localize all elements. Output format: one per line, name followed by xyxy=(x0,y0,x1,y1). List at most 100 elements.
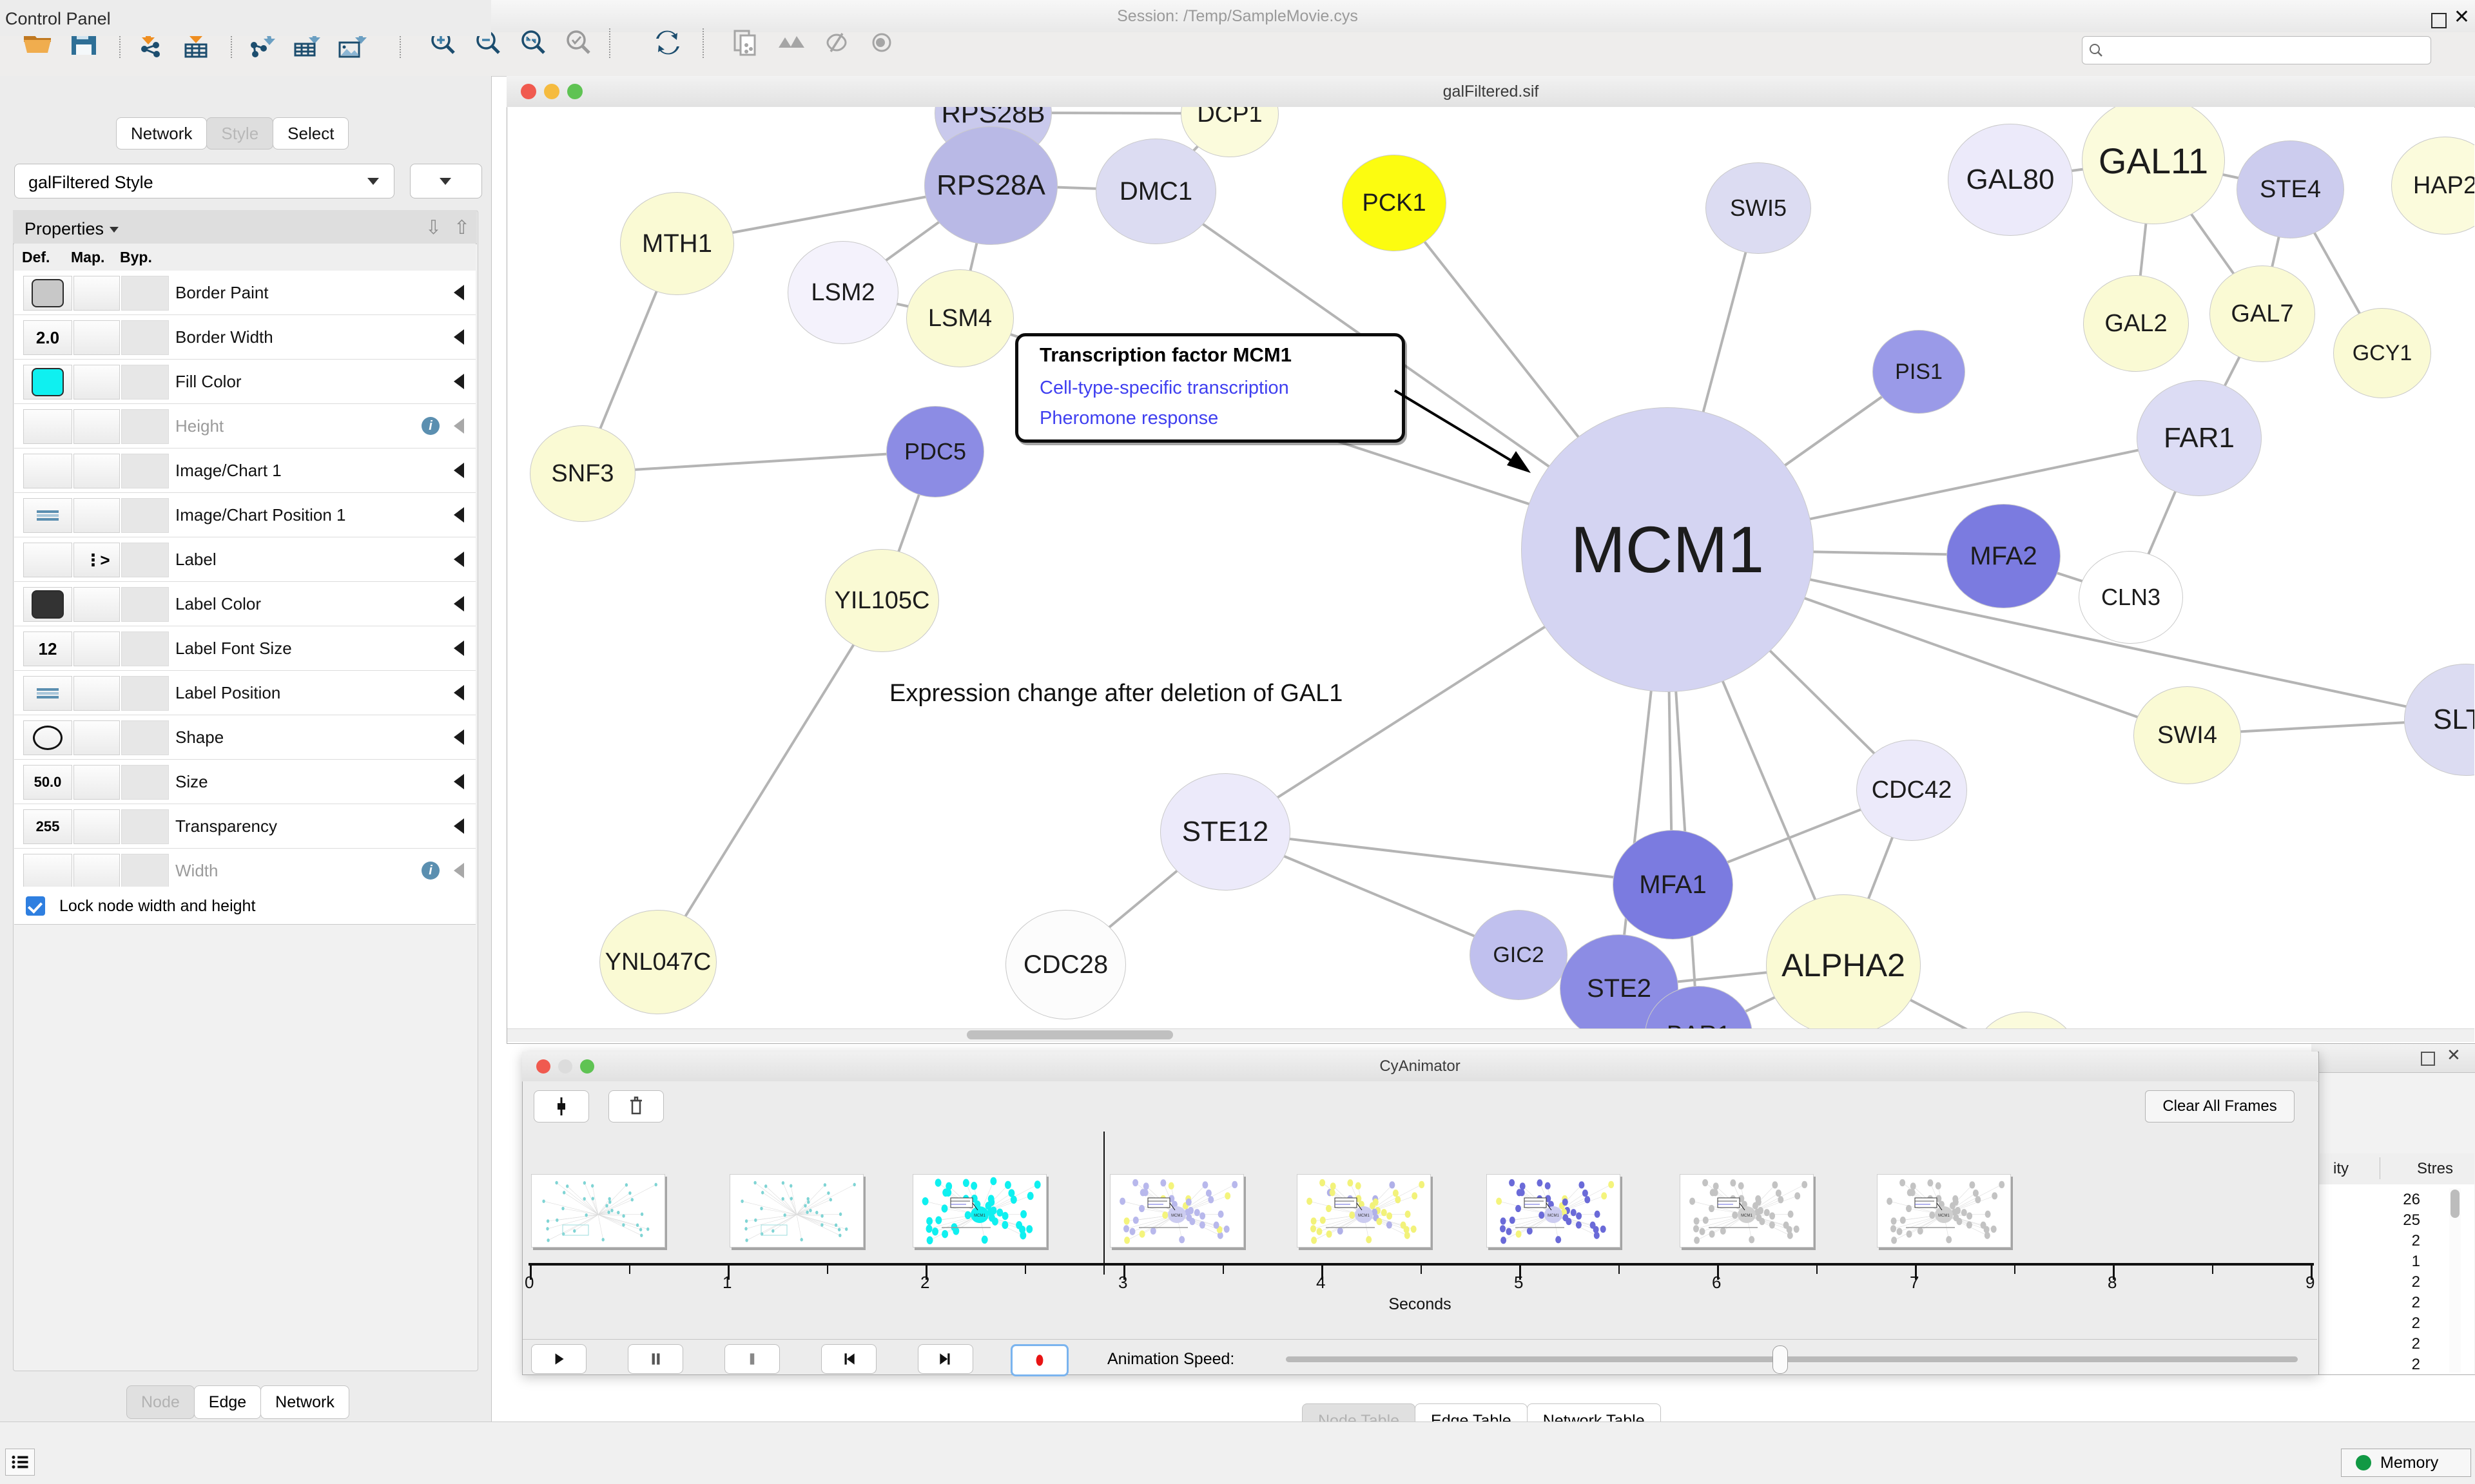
property-mapping-cell[interactable] xyxy=(73,320,120,355)
animation-frame[interactable]: MCM1 xyxy=(1877,1174,2011,1248)
property-mapping-cell[interactable] xyxy=(73,765,120,800)
property-bypass-cell[interactable] xyxy=(121,543,169,577)
import-network-icon[interactable] xyxy=(128,23,177,63)
property-bypass-cell[interactable] xyxy=(121,854,169,889)
cyanimator-close-dot[interactable] xyxy=(536,1059,550,1074)
network-close-dot[interactable] xyxy=(521,84,536,99)
network-node[interactable]: GAL80 xyxy=(1948,124,2073,236)
table-column-stress[interactable]: Stres xyxy=(2417,1160,2454,1177)
cyanimator-maximize-dot[interactable] xyxy=(580,1059,594,1074)
property-row[interactable]: Shape xyxy=(14,715,476,760)
network-node[interactable]: SWI4 xyxy=(2133,686,2241,784)
network-node[interactable]: GAL7 xyxy=(2209,265,2315,362)
network-node[interactable]: SWI5 xyxy=(1705,162,1811,254)
expand-property-icon[interactable] xyxy=(454,329,464,345)
property-bypass-cell[interactable] xyxy=(121,587,169,622)
property-default-cell[interactable]: 255 xyxy=(23,809,72,844)
search-input[interactable] xyxy=(2082,36,2431,64)
network-node[interactable]: MFA1 xyxy=(1613,830,1733,940)
property-default-cell[interactable] xyxy=(23,720,72,755)
network-node[interactable]: GAL2 xyxy=(2083,275,2189,372)
network-node[interactable]: YNL047C xyxy=(599,910,717,1014)
property-row[interactable]: ⋮> Label xyxy=(14,537,476,582)
open-file-icon[interactable] xyxy=(14,23,63,63)
expand-property-icon[interactable] xyxy=(454,596,464,612)
add-frame-button[interactable] xyxy=(534,1090,589,1123)
animation-frame[interactable] xyxy=(531,1174,665,1248)
clear-all-frames-button[interactable]: Clear All Frames xyxy=(2145,1090,2295,1123)
network-node[interactable]: ALPHA2 xyxy=(1766,894,1921,1036)
property-row[interactable]: Height i xyxy=(14,404,476,448)
network-minimize-dot[interactable] xyxy=(544,84,559,99)
record-button[interactable] xyxy=(1011,1344,1069,1376)
expand-property-icon[interactable] xyxy=(454,552,464,567)
property-bypass-cell[interactable] xyxy=(121,631,169,666)
tab-node[interactable]: Node xyxy=(126,1385,195,1419)
info-icon[interactable]: i xyxy=(422,417,440,435)
property-row[interactable]: Label Color xyxy=(14,582,476,626)
expand-property-icon[interactable] xyxy=(454,685,464,700)
expand-property-icon[interactable] xyxy=(454,285,464,300)
tab-style[interactable]: Style xyxy=(206,117,274,149)
property-default-cell[interactable]: 12 xyxy=(23,631,72,666)
table-cell[interactable]: 1 xyxy=(2411,1253,2420,1270)
expand-property-icon[interactable] xyxy=(454,418,464,434)
network-node[interactable]: LSM2 xyxy=(788,241,898,344)
table-cell[interactable]: 2 xyxy=(2411,1335,2420,1353)
property-bypass-cell[interactable] xyxy=(121,498,169,533)
property-mapping-cell[interactable] xyxy=(73,720,120,755)
property-row[interactable]: Image/Chart 1 xyxy=(14,448,476,493)
property-mapping-cell[interactable] xyxy=(73,587,120,622)
table-close-icon[interactable]: ✕ xyxy=(2447,1045,2461,1065)
animation-frame[interactable]: MCM1 xyxy=(1110,1174,1244,1248)
network-node[interactable]: CDC42 xyxy=(1856,740,1967,841)
control-panel-restore-icon[interactable] xyxy=(2431,13,2447,28)
property-default-cell[interactable]: 50.0 xyxy=(23,765,72,800)
tab-edge[interactable]: Edge xyxy=(193,1385,262,1419)
network-node[interactable]: HAP2 xyxy=(2391,137,2474,235)
network-node[interactable]: STE12 xyxy=(1160,773,1290,891)
property-mapping-cell[interactable] xyxy=(73,409,120,444)
property-mapping-cell[interactable] xyxy=(73,365,120,400)
expand-property-icon[interactable] xyxy=(454,818,464,834)
network-node[interactable]: PDC5 xyxy=(886,406,984,497)
expand-all-icon[interactable]: ⇧ xyxy=(454,217,471,238)
layout-icon[interactable] xyxy=(768,23,817,63)
tab-network-style[interactable]: Network xyxy=(260,1385,349,1419)
property-row[interactable]: 2.0 Border Width xyxy=(14,315,476,360)
control-panel-close-icon[interactable]: ✕ xyxy=(2453,6,2470,28)
property-bypass-cell[interactable] xyxy=(121,720,169,755)
property-mapping-cell[interactable]: ⋮> xyxy=(73,543,120,577)
network-node[interactable]: MFA2 xyxy=(1946,504,2061,608)
animation-speed-thumb[interactable] xyxy=(1772,1345,1788,1374)
network-node[interactable]: PIS1 xyxy=(1872,330,1965,414)
delete-frame-button[interactable] xyxy=(608,1090,664,1123)
status-list-icon[interactable] xyxy=(5,1449,35,1476)
property-default-cell[interactable] xyxy=(23,854,72,889)
table-cell[interactable]: 2 xyxy=(2411,1273,2420,1291)
tab-network[interactable]: Network xyxy=(116,117,208,149)
pause-button[interactable] xyxy=(628,1344,683,1374)
info-icon[interactable]: i xyxy=(422,862,440,880)
network-node[interactable]: GAL11 xyxy=(2082,107,2225,224)
expand-property-icon[interactable] xyxy=(454,729,464,745)
hide-icon[interactable] xyxy=(813,23,862,63)
table-cell[interactable]: 2 xyxy=(2411,1356,2420,1373)
network-node[interactable]: GIC2 xyxy=(1470,910,1568,1000)
network-node[interactable]: YIL105C xyxy=(825,549,939,652)
table-scrollbar-thumb[interactable] xyxy=(2451,1190,2460,1218)
property-default-cell[interactable] xyxy=(23,543,72,577)
cyanimator-minimize-dot[interactable] xyxy=(558,1059,572,1074)
property-bypass-cell[interactable] xyxy=(121,365,169,400)
animation-speed-slider[interactable] xyxy=(1286,1356,2298,1362)
property-bypass-cell[interactable] xyxy=(121,409,169,444)
table-restore-icon[interactable] xyxy=(2421,1052,2435,1066)
memory-button[interactable]: Memory xyxy=(2341,1449,2471,1477)
property-bypass-cell[interactable] xyxy=(121,454,169,488)
expand-property-icon[interactable] xyxy=(454,774,464,789)
chevron-down-icon[interactable] xyxy=(110,227,119,233)
property-bypass-cell[interactable] xyxy=(121,809,169,844)
network-node[interactable]: CLN3 xyxy=(2079,551,2183,644)
property-row[interactable]: 255 Transparency xyxy=(14,804,476,849)
network-node[interactable]: DMC1 xyxy=(1096,139,1216,244)
